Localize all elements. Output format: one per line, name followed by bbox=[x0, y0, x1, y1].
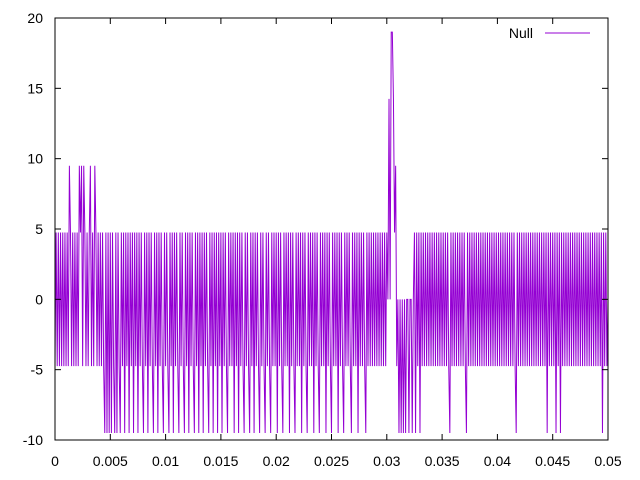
x-tick-label-2: 0.01 bbox=[152, 453, 179, 469]
y-axis: -10 -5 0 5 10 15 20 bbox=[23, 10, 608, 448]
y-tick-label-5: 15 bbox=[27, 80, 43, 96]
y-tick-label-3: 5 bbox=[35, 221, 43, 237]
series-line-null bbox=[54, 31, 609, 433]
series-layer bbox=[54, 31, 609, 433]
x-tick-label-9: 0.045 bbox=[535, 453, 570, 469]
x-tick-label-8: 0.04 bbox=[484, 453, 511, 469]
y-tick-label-2: 0 bbox=[35, 291, 43, 307]
x-tick-label-5: 0.025 bbox=[314, 453, 349, 469]
x-tick-label-3: 0.015 bbox=[203, 453, 238, 469]
legend: Null bbox=[509, 25, 590, 41]
y-tick-label-4: 10 bbox=[27, 151, 43, 167]
x-tick-label-7: 0.035 bbox=[425, 453, 460, 469]
x-axis: 0 0.005 0.01 0.015 0.02 0.025 0.03 0.035 0.04 0.0… bbox=[51, 18, 622, 469]
y-tick-label-0: -10 bbox=[23, 432, 43, 448]
x-tick-label-10: 0.05 bbox=[594, 453, 621, 469]
y-tick-label-1: -5 bbox=[31, 362, 44, 378]
legend-label-null: Null bbox=[509, 25, 533, 41]
x-tick-label-1: 0.005 bbox=[93, 453, 128, 469]
x-tick-label-6: 0.03 bbox=[373, 453, 400, 469]
y-tick-label-6: 20 bbox=[27, 10, 43, 26]
x-tick-label-4: 0.02 bbox=[263, 453, 290, 469]
x-tick-label-0: 0 bbox=[51, 453, 59, 469]
